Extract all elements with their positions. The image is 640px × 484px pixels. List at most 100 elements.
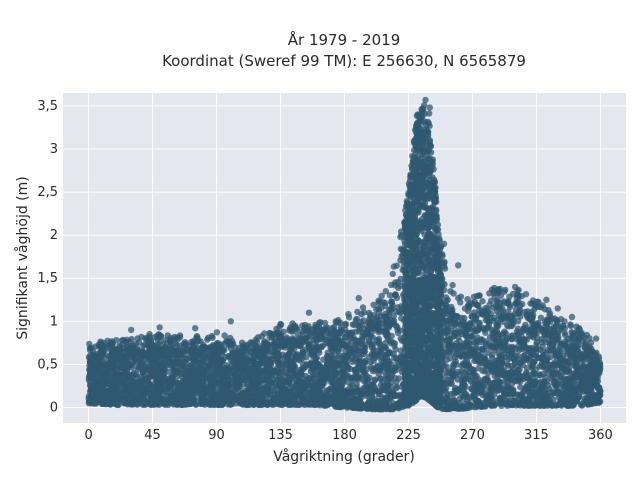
data-point: [228, 357, 234, 363]
data-point: [145, 374, 151, 380]
data-point: [384, 396, 390, 402]
data-point: [445, 323, 451, 329]
data-point: [128, 378, 134, 384]
data-point: [348, 382, 354, 388]
data-point: [488, 342, 494, 348]
data-point: [236, 383, 242, 389]
data-point: [140, 343, 146, 349]
data-point: [537, 389, 543, 395]
data-point: [114, 385, 120, 391]
data-point: [465, 373, 471, 379]
data-point: [576, 393, 582, 399]
data-point: [350, 390, 356, 396]
data-point: [472, 328, 478, 334]
data-point: [540, 349, 546, 355]
data-point: [581, 385, 587, 391]
data-point: [373, 353, 379, 359]
data-point: [363, 331, 369, 337]
data-point: [571, 377, 577, 383]
data-point: [285, 379, 291, 385]
data-point: [503, 336, 509, 342]
data-point: [382, 355, 388, 361]
data-point: [91, 386, 97, 392]
data-point: [396, 402, 402, 408]
data-point: [387, 406, 393, 412]
data-point: [285, 402, 291, 408]
data-point: [378, 406, 384, 412]
data-point: [449, 368, 455, 374]
data-point: [140, 369, 146, 375]
data-point: [137, 394, 143, 400]
data-point: [571, 398, 577, 404]
data-point: [362, 357, 368, 363]
data-point: [575, 348, 581, 354]
data-point: [548, 400, 554, 406]
data-point: [508, 318, 514, 324]
data-point: [524, 375, 530, 381]
data-point: [511, 311, 517, 317]
data-point: [392, 346, 398, 352]
data-point: [87, 371, 93, 377]
data-point: [292, 369, 298, 375]
data-point: [494, 317, 500, 323]
data-point: [371, 341, 377, 347]
data-point: [572, 362, 578, 368]
data-point: [162, 357, 168, 363]
data-point: [496, 335, 502, 341]
data-point: [463, 333, 469, 339]
data-point: [230, 351, 236, 357]
data-point: [173, 360, 179, 366]
data-point: [248, 372, 254, 378]
data-point: [498, 366, 504, 372]
data-point: [445, 404, 451, 410]
data-point: [526, 332, 532, 338]
data-point: [501, 351, 507, 357]
data-point: [279, 344, 285, 350]
data-point: [503, 330, 509, 336]
data-point: [366, 399, 372, 405]
data-point: [239, 369, 245, 375]
data-point: [380, 362, 386, 368]
data-point: [341, 396, 347, 402]
data-point: [377, 345, 383, 351]
data-point: [261, 377, 267, 383]
data-point: [384, 389, 390, 395]
data-point: [578, 375, 584, 381]
data-point: [589, 381, 595, 387]
data-point: [493, 358, 499, 364]
data-point: [100, 401, 106, 407]
data-point: [547, 354, 553, 360]
data-point: [502, 287, 508, 293]
data-point: [213, 389, 219, 395]
data-point: [469, 366, 475, 372]
data-point: [579, 402, 585, 408]
data-point: [388, 375, 394, 381]
data-point: [378, 388, 384, 394]
data-point: [558, 402, 564, 408]
data-point: [335, 362, 341, 368]
data-point: [516, 356, 522, 362]
data-point: [266, 362, 272, 368]
data-point: [543, 367, 549, 373]
data-point: [151, 384, 157, 390]
data-point: [541, 357, 547, 363]
data-point: [143, 386, 149, 392]
data-point: [482, 330, 488, 336]
data-point: [249, 398, 255, 404]
data-point: [505, 308, 511, 314]
data-point: [311, 366, 317, 372]
data-point: [352, 368, 358, 374]
data-point: [315, 361, 321, 367]
data-point: [516, 367, 522, 373]
data-point: [486, 350, 492, 356]
data-point: [389, 305, 395, 311]
data-point: [461, 393, 467, 399]
data-point: [562, 332, 568, 338]
data-point: [479, 346, 485, 352]
data-point: [199, 396, 205, 402]
data-point: [310, 353, 316, 359]
data-point: [387, 366, 393, 372]
data-point: [198, 365, 204, 371]
